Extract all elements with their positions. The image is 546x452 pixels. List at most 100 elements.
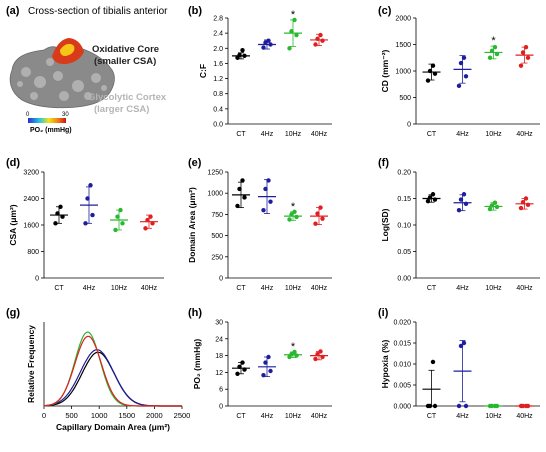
panel-a-schematic: (a) Cross-section of tibialis anterior O… [6, 5, 168, 134]
group-40Hz [515, 44, 534, 68]
data-point [456, 403, 462, 409]
significance-marker: * [291, 9, 296, 21]
oxidative-core-sublabel: (smaller CSA) [94, 56, 156, 67]
y-tick-label: 3200 [23, 170, 39, 177]
y-axis-label: Domain Area (μm²) [187, 187, 197, 263]
data-point [518, 205, 524, 211]
group-4Hz [258, 38, 276, 50]
y-tick-label: 1000 [207, 191, 223, 198]
group-40Hz [515, 403, 534, 409]
data-point [315, 211, 320, 216]
chart-d: (d) 0 800 1600 2400 3200 CSA (μm²) CT 4Hz 10Hz 40H… [6, 157, 164, 292]
x-tick-label: 4Hz [261, 131, 274, 138]
x-tick-label: 4Hz [83, 285, 96, 292]
glycolytic-texture [17, 58, 107, 101]
data-point [235, 371, 240, 376]
x-tick-label: 2500 [174, 411, 191, 420]
y-axis-label: CD (mm⁻²) [380, 49, 390, 92]
chart-f: (f) 0.00 0.05 0.10 0.15 0.20 Log(SD) CT 4Hz 10Hz 4… [378, 157, 540, 292]
data-point [458, 343, 464, 349]
group-CT [232, 47, 250, 60]
y-tick-label: 0.10 [397, 223, 411, 230]
data-point [268, 199, 273, 204]
x-tick-label: 10Hz [485, 131, 502, 138]
data-point [313, 221, 318, 226]
y-tick-label: 1500 [395, 42, 411, 49]
y-tick-label: 2400 [23, 196, 39, 203]
x-tick-label: CT [236, 285, 246, 292]
x-tick-label: 40Hz [516, 131, 533, 138]
x-tick-label: 40Hz [516, 413, 533, 420]
chart-c: (c) 0 500 1000 1500 2000 CD (mm⁻²) CT 4Hz 10Hz * 40… [378, 5, 540, 138]
data-point [287, 46, 292, 51]
x-tick-label: 10Hz [485, 413, 502, 420]
x-tick-label: 2000 [146, 411, 163, 420]
x-tick-label: 40Hz [141, 285, 158, 292]
data-point [261, 45, 266, 50]
data-point [425, 198, 431, 204]
y-tick-label: 1000 [395, 69, 411, 76]
oxidative-core-hot [60, 43, 75, 56]
group-4Hz [258, 354, 276, 378]
y-tick-label: 1.6 [213, 61, 223, 68]
x-tick-label: 1500 [118, 411, 135, 420]
group-10Hz: * [284, 201, 302, 222]
significance-marker: * [491, 35, 496, 47]
x-tick-label: 0 [42, 411, 46, 420]
x-axis-label: Capillary Domain Area (μm²) [56, 422, 170, 432]
y-tick-label: 0.20 [397, 170, 411, 177]
panel-letter: (i) [378, 307, 389, 319]
group-4Hz [453, 55, 472, 89]
data-point [242, 195, 247, 200]
y-tick-label: 0.0 [213, 122, 223, 129]
x-tick-label: 4Hz [456, 285, 469, 292]
x-tick-label: 1000 [91, 411, 108, 420]
y-tick-label: 24 [215, 336, 223, 343]
y-tick-label: 0 [219, 404, 223, 411]
data-point [458, 60, 464, 66]
group-10Hz [110, 207, 128, 233]
panel-letter: (b) [188, 5, 202, 17]
group-10Hz: * [484, 35, 503, 60]
x-tick-label: CT [236, 413, 246, 420]
y-axis-label: Relative Frequency [26, 325, 36, 403]
y-tick-label: 500 [211, 233, 223, 240]
data-point [143, 226, 148, 231]
distribution-curve-3 [43, 335, 182, 407]
y-tick-label: 2.8 [213, 16, 223, 23]
y-tick-label: 750 [211, 212, 223, 219]
chart-i: (i) 0.000 0.005 0.010 0.015 0.020 Hypoxia (%) C… [378, 307, 540, 420]
data-point [268, 368, 273, 374]
x-tick-label: CT [54, 285, 64, 292]
data-point [458, 197, 464, 202]
group-4Hz [80, 183, 98, 226]
panel-a-letter: (a) [6, 5, 20, 17]
oxidative-core-label: Oxidative Core [92, 44, 159, 55]
x-tick-label: CT [236, 131, 246, 138]
group-10Hz [484, 200, 503, 212]
y-tick-label: 1.2 [213, 76, 223, 83]
x-tick-label: CT [427, 413, 437, 420]
chart-b: (b) 0.0 0.4 0.8 1.2 1.6 2.0 2.4 2.8 C:F CT 4Hz 10Hz *… [188, 5, 332, 138]
y-tick-label: 1600 [23, 223, 39, 230]
group-10Hz: * [284, 9, 302, 51]
y-tick-label: 2.0 [213, 46, 223, 53]
group-10Hz [484, 403, 503, 409]
x-tick-label: 40Hz [311, 413, 328, 420]
x-tick-label: 4Hz [456, 413, 469, 420]
x-tick-label: 10Hz [111, 285, 128, 292]
group-4Hz [453, 340, 472, 409]
data-point [456, 83, 462, 89]
group-CT [232, 178, 250, 209]
chart-g: (g) 0 500 1000 1500 2000 2500 Capillary Domain … [6, 307, 190, 432]
x-tick-label: 10Hz [285, 413, 302, 420]
data-point [88, 183, 93, 188]
data-point [294, 32, 299, 38]
data-point [487, 55, 493, 60]
panel-letter: (h) [188, 307, 202, 319]
po2-scale-max: 30 [62, 112, 69, 118]
y-axis-label: C:F [198, 64, 208, 78]
panel-letter: (g) [6, 307, 20, 319]
significance-marker: * [291, 341, 296, 353]
y-axis-label: CSA (μm²) [8, 204, 18, 245]
